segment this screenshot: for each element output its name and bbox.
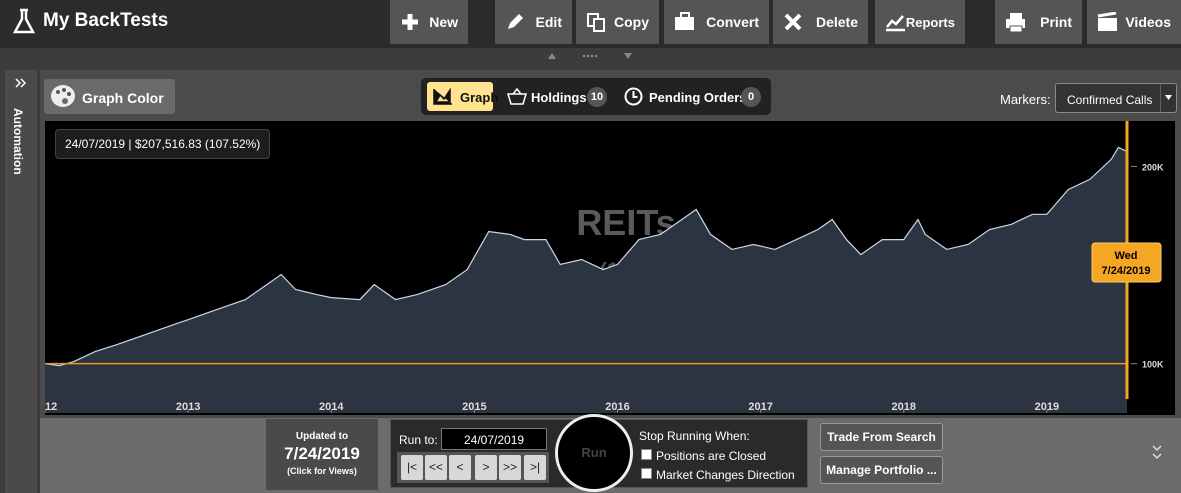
expand-down[interactable] (1151, 444, 1163, 462)
nav-back-fast[interactable]: << (425, 455, 447, 480)
updated-hint: (Click for Views) (287, 466, 357, 476)
icon (784, 13, 802, 31)
icon (1006, 13, 1025, 32)
copy-button[interactable]: Copy (576, 0, 659, 44)
x-tick-label: 2012 (45, 401, 57, 413)
chart-tooltip: 24/07/2019 | $207,516.83 (107.52%) (55, 129, 271, 159)
tooltip-value: | $207,516.83 (107.52%) (128, 137, 261, 151)
icon (675, 12, 694, 30)
sidebar[interactable]: Automation (5, 70, 37, 493)
nav-back[interactable]: < (449, 455, 471, 480)
label: New (429, 14, 458, 30)
x-tick-label: 2015 (462, 401, 486, 413)
value: Confirmed Calls (1067, 93, 1153, 107)
x-tick-label: 2018 (891, 401, 915, 413)
option-label: Market Changes Direction (656, 468, 795, 482)
label: Print (1040, 14, 1072, 30)
icon (508, 14, 523, 29)
icon (886, 15, 905, 32)
x-tick-label: 2013 (176, 401, 200, 413)
dropdown-arrow (1160, 84, 1172, 112)
delete-button[interactable]: Delete (773, 0, 868, 44)
label: Delete (815, 14, 858, 30)
label: Convert (706, 14, 759, 30)
checkbox[interactable] (641, 449, 652, 460)
area (45, 147, 1127, 413)
nav-forward-fast[interactable]: >> (499, 455, 521, 480)
icon (624, 87, 643, 106)
icon (433, 88, 452, 105)
updated-date: 7/24/2019 (284, 444, 360, 463)
run-to-input[interactable]: 24/07/2019 (441, 428, 547, 450)
trade-from-search-button[interactable]: Trade From Search (820, 423, 943, 451)
holdings-tab[interactable]: Holdings (507, 88, 587, 105)
icon (507, 88, 527, 105)
view-tabs: Graph Holdings 10 Pending Orders 0 (421, 78, 771, 115)
pending-orders-tab[interactable]: Pending Orders (624, 87, 747, 106)
icon (1097, 12, 1117, 31)
markers-dropdown[interactable]: Confirmed Calls (1055, 83, 1177, 113)
new-button[interactable]: New (390, 0, 468, 44)
convert-button[interactable]: Convert (664, 0, 769, 44)
nav-first[interactable]: |< (401, 455, 423, 480)
icon (587, 13, 605, 32)
nav-forward[interactable]: > (475, 455, 497, 480)
x-tick-label: 2016 (605, 401, 629, 413)
icon (51, 85, 75, 107)
edit-button[interactable]: Edit (495, 0, 572, 44)
y-tick-label: 200K (1142, 162, 1164, 172)
label: Edit (535, 14, 562, 30)
label: Copy (614, 14, 649, 30)
icon (402, 14, 418, 30)
x-tick-label: 2019 (1035, 401, 1059, 413)
label: Videos (1125, 14, 1171, 30)
line (45, 146, 1128, 367)
updated-label: Updated to (295, 431, 349, 442)
y-tick-label: 100K (1142, 360, 1164, 370)
chart: REITs$207,516.83 (107.52%)24/07/20192012… (45, 121, 1164, 413)
cursor-label-box (1091, 242, 1162, 283)
graph-tab[interactable]: Graph (427, 82, 498, 111)
app-title: My BackTests (43, 10, 169, 31)
nav-last[interactable]: >| (524, 455, 546, 480)
option-label: Positions are Closed (656, 449, 767, 463)
holdings-count: 10 (587, 87, 607, 107)
manage-portfolio-button[interactable]: Manage Portfolio ... (820, 456, 943, 484)
stop-label: Stop Running When: (639, 429, 750, 443)
graph-color-button[interactable]: Graph Color (44, 79, 175, 114)
label: Reports (905, 14, 955, 30)
markers-label: Markers: (1000, 92, 1051, 107)
sidebar-label: Automation (11, 108, 25, 175)
reports-button[interactable]: Reports (875, 0, 965, 44)
label: Graph (460, 90, 499, 105)
updated-box[interactable]: Updated to 7/24/2019 (Click for Views) (266, 419, 378, 490)
cursor-date: 7/24/2019 (1102, 265, 1151, 277)
checkbox[interactable] (641, 468, 652, 479)
collapse-strip[interactable] (540, 50, 640, 62)
label: Pending Orders (649, 90, 747, 105)
pending-count: 0 (741, 87, 761, 107)
run-to-label: Run to: (399, 433, 438, 447)
x-tick-label: 2014 (319, 401, 344, 413)
run-button[interactable]: Run (555, 414, 633, 492)
logo-icon (12, 8, 36, 34)
cursor-day: Wed (1114, 250, 1137, 262)
x-tick-label: 2017 (748, 401, 772, 413)
label: Graph Color (82, 90, 164, 106)
print-button[interactable]: Print (995, 0, 1082, 44)
tooltip-date: 24/07/2019 (65, 137, 126, 151)
videos-button[interactable]: Videos (1087, 0, 1181, 44)
label: Holdings (531, 90, 587, 105)
expand-icon (15, 78, 27, 88)
